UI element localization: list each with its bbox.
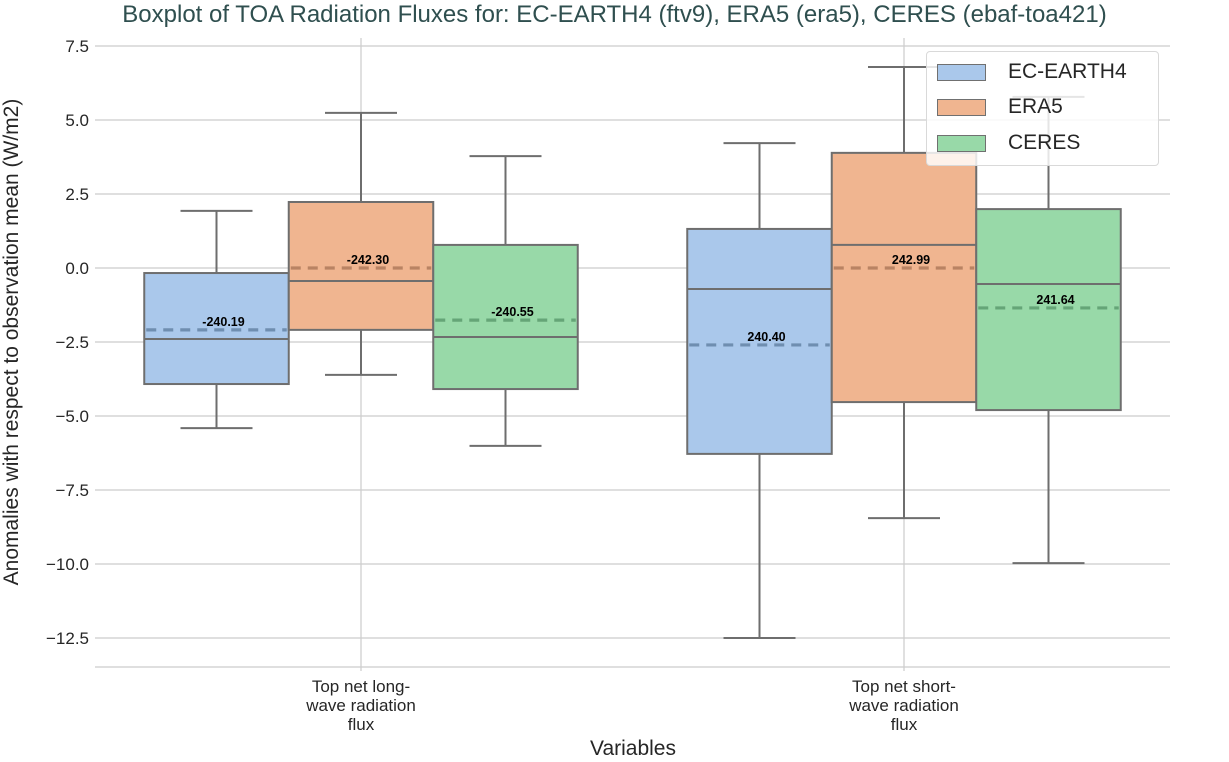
legend-item-ceres: CERES [937,131,1080,155]
legend-label: CERES [1008,131,1081,154]
x-tick-label: flux [891,715,918,734]
chart-title: Boxplot of TOA Radiation Fluxes for: EC-… [122,1,1107,28]
legend-swatch-icon [937,98,986,116]
y-tick-label: 7.5 [65,37,89,56]
box-era5 [830,151,978,404]
box-ec-earth4 [686,227,833,455]
legend-item-era5: ERA5 [937,95,1063,119]
legend-label: ERA5 [1008,95,1063,118]
legend-swatch-icon [937,63,986,81]
x-tick-label: Top net long- [312,677,410,696]
legend-label: EC-EARTH4 [1008,60,1127,83]
y-tick-label: 5.0 [65,111,89,130]
mean-value-label: 240.40 [747,330,785,344]
y-tick-label: −10.0 [46,555,89,574]
y-tick-label: −12.5 [46,629,89,648]
box-ceres [432,243,579,391]
mean-value-label: -242.30 [347,253,389,267]
x-tick-label: Top net short- [852,677,956,696]
mean-value-label: 242.99 [892,253,930,267]
mean-value-label: -240.19 [202,315,244,329]
mean-value-label: 241.64 [1036,293,1074,307]
x-tick-label: flux [348,715,375,734]
y-tick-label: −5.0 [55,407,89,426]
y-tick-label: −2.5 [55,333,89,352]
legend: EC-EARTH4 ERA5 CERES [926,51,1159,166]
y-tick-label: 0.0 [65,259,89,278]
y-tick-label: −7.5 [55,481,89,500]
box-era5 [287,200,435,331]
legend-item-ec-earth4: EC-EARTH4 [937,60,1127,84]
y-tick-label: 2.5 [65,185,89,204]
x-axis-label: Variables [590,737,676,760]
x-tick-label: wave radiation [848,696,959,715]
mean-value-label: -240.55 [491,305,533,319]
x-tick-label: wave radiation [305,696,416,715]
legend-swatch-icon [937,134,986,152]
box-ceres [975,208,1122,412]
